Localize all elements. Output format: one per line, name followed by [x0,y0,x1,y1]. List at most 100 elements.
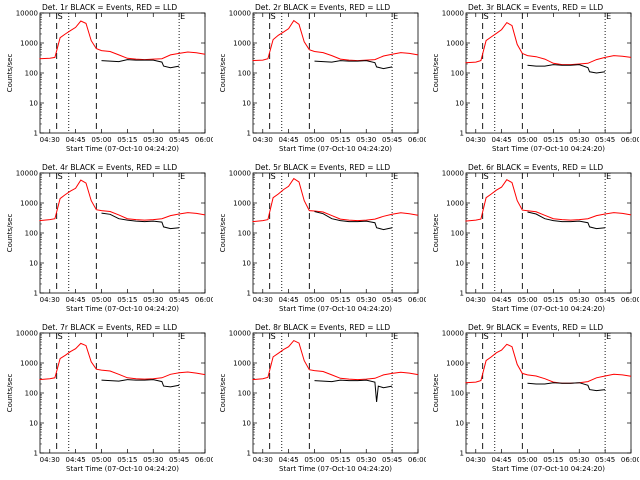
x-tick-label: 04:30 [466,456,486,464]
y-tick-label: 10 [242,260,251,268]
chart-title: Det. 8r BLACK = Events, RED = LLD [255,323,390,332]
detector-chart: Det. 9r BLACK = Events, RED = LLD 1 10 100 1… [432,323,639,473]
y-axis-label: Counts/sec [432,374,440,413]
y-tick-label: 1000 [20,200,38,208]
x-axis-label: Start Time (07-Oct-10 04:24:20) [279,145,392,153]
y-tick-label: 100 [451,70,464,78]
x-tick-label: 05:45 [169,296,189,304]
x-tick-label: 05:30 [143,296,163,304]
y-axis-label: Counts/sec [6,54,14,93]
x-tick-label: 06:00 [621,296,639,304]
x-tick-label: 04:30 [466,136,486,144]
y-tick-label: 10000 [442,170,464,178]
y-tick-label: 100 [451,390,464,398]
plot-frame [252,332,419,454]
y-tick-label: 1 [247,130,251,138]
detector-chart: Det. 3r BLACK = Events, RED = LLD 1 10 100 1… [432,3,639,153]
chart-title: Det. 5r BLACK = Events, RED = LLD [255,163,390,172]
x-tick-label: 04:45 [279,136,299,144]
series-line-lld [465,343,632,384]
time-marker-label: S [484,332,489,341]
y-axis-label: Counts/sec [432,214,440,253]
series-line-lld [252,339,419,381]
x-tick-label: 05:30 [356,296,376,304]
time-marker-label: S [58,12,63,21]
chart-title: Det. 6r BLACK = Events, RED = LLD [468,163,603,172]
y-tick-label: 1 [34,130,38,138]
series-line-lld [39,20,206,61]
time-marker-label: S [271,332,276,341]
y-tick-label: 10 [455,420,464,428]
chart-title: Det. 3r BLACK = Events, RED = LLD [468,3,603,12]
y-tick-label: 1000 [446,200,464,208]
x-tick-label: 06:00 [408,136,426,144]
time-marker-label: S [271,172,276,181]
y-tick-label: 100 [238,390,251,398]
x-tick-label: 06:00 [621,136,639,144]
detector-panel: Det. 7r BLACK = Events, RED = LLD 1 10 100 1… [0,320,213,480]
time-marker-label: E [180,12,185,21]
x-tick-label: 05:30 [569,136,589,144]
x-tick-label: 05:00 [304,136,324,144]
time-marker-label: S [58,332,63,341]
x-tick-label: 06:00 [195,296,213,304]
chart-title: Det. 4r BLACK = Events, RED = LLD [42,163,177,172]
y-tick-label: 10000 [16,170,38,178]
y-axis-label: Counts/sec [219,374,227,413]
series-line-lld [465,179,632,222]
x-tick-label: 04:45 [279,296,299,304]
x-tick-label: 06:00 [408,456,426,464]
detector-chart: Det. 8r BLACK = Events, RED = LLD 1 10 100 1… [219,323,426,473]
series-line-lld [252,177,419,223]
detector-chart: Det. 6r BLACK = Events, RED = LLD 1 10 100 1… [432,163,639,313]
series-line-events [101,59,180,69]
x-tick-label: 04:30 [253,136,273,144]
y-tick-label: 1 [247,450,251,458]
x-tick-label: 05:45 [382,456,402,464]
time-marker-label: E [180,172,185,181]
chart-title: Det. 7r BLACK = Events, RED = LLD [42,323,177,332]
x-tick-label: 05:45 [595,136,615,144]
y-tick-label: 1000 [20,360,38,368]
y-tick-label: 1000 [446,360,464,368]
detector-panel: Det. 8r BLACK = Events, RED = LLD 1 10 100 1… [213,320,426,480]
plot-frame [252,172,419,294]
x-tick-label: 05:00 [91,136,111,144]
y-tick-label: 10 [455,260,464,268]
x-tick-label: 05:45 [595,296,615,304]
chart-title: Det. 2r BLACK = Events, RED = LLD [255,3,390,12]
y-tick-label: 100 [238,70,251,78]
time-marker-label: S [58,172,63,181]
plot-frame [465,172,632,294]
y-tick-label: 10000 [16,10,38,18]
x-tick-label: 05:00 [517,136,537,144]
x-axis-label: Start Time (07-Oct-10 04:24:20) [492,145,605,153]
y-tick-label: 100 [25,70,38,78]
y-tick-label: 100 [451,230,464,238]
x-axis-label: Start Time (07-Oct-10 04:24:20) [66,305,179,313]
y-tick-label: 100 [25,390,38,398]
x-tick-label: 05:00 [517,456,537,464]
plot-frame [39,332,206,454]
x-tick-label: 04:30 [253,296,273,304]
time-marker-label: S [271,12,276,21]
y-tick-label: 10000 [442,330,464,338]
detector-panel: Det. 4r BLACK = Events, RED = LLD 1 10 100 1… [0,160,213,320]
detector-panel: Det. 3r BLACK = Events, RED = LLD 1 10 100 1… [426,0,639,160]
detector-panel: Det. 1r BLACK = Events, RED = LLD 1 10 100 1… [0,0,213,160]
x-axis-label: Start Time (07-Oct-10 04:24:20) [279,305,392,313]
x-tick-label: 05:15 [117,296,137,304]
y-axis-label: Counts/sec [219,214,227,253]
detector-panel: Det. 5r BLACK = Events, RED = LLD 1 10 100 1… [213,160,426,320]
y-tick-label: 1000 [233,40,251,48]
x-tick-label: 04:45 [66,296,86,304]
y-tick-label: 1 [247,290,251,298]
series-line-events [314,379,393,403]
x-tick-label: 06:00 [195,136,213,144]
y-tick-label: 10 [242,420,251,428]
time-marker-label: E [393,172,398,181]
x-tick-label: 05:45 [382,296,402,304]
time-marker-label: S [484,172,489,181]
x-tick-label: 05:45 [382,136,402,144]
